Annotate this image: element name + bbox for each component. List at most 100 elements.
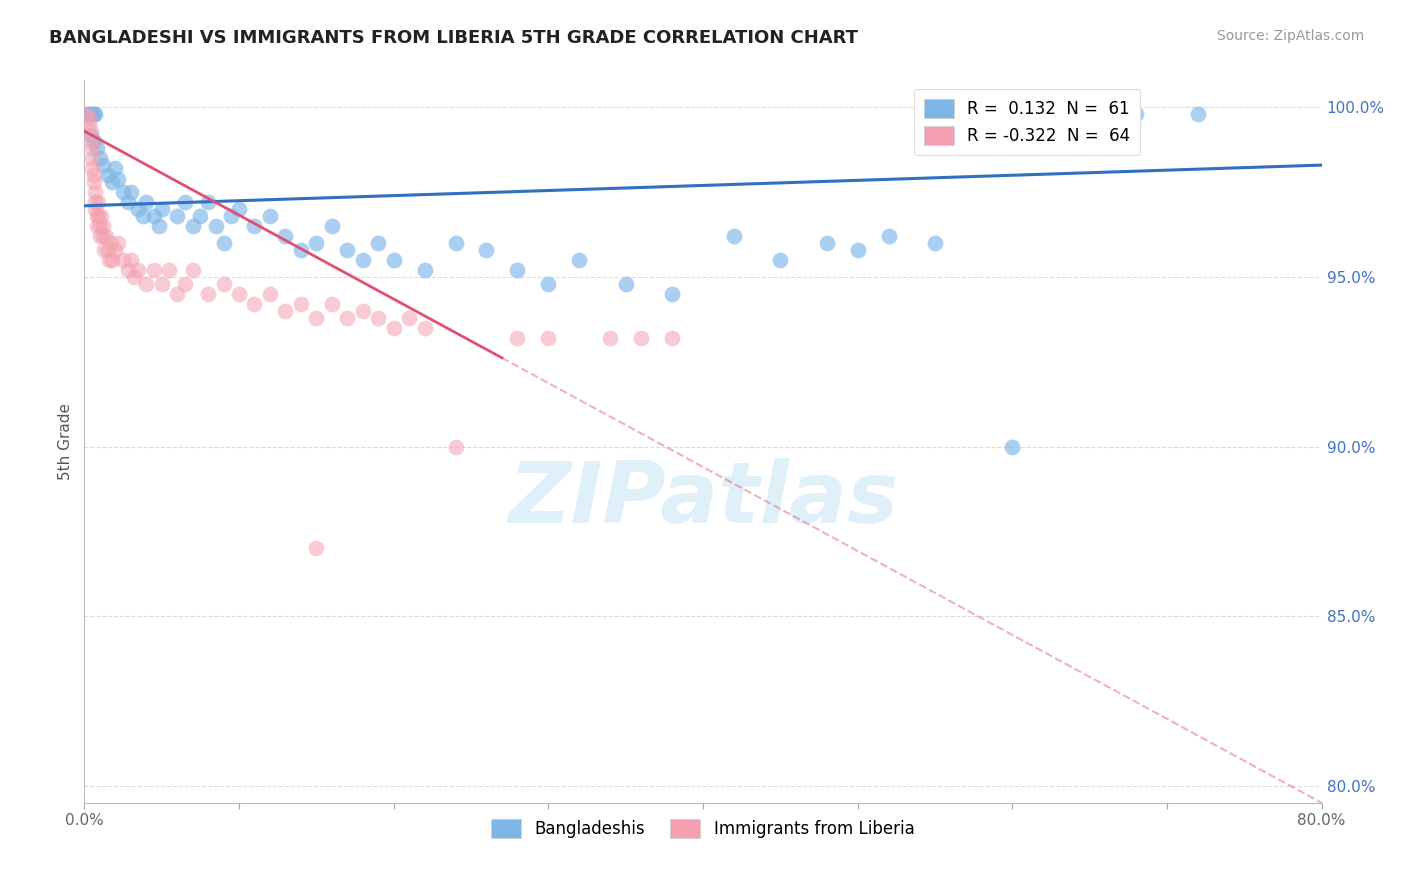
- Point: [101, 175, 124, 189]
- Point: [475, 243, 498, 257]
- Point: [305, 310, 328, 325]
- Point: [82, 107, 104, 121]
- Point: [290, 243, 312, 257]
- Point: [89, 229, 111, 244]
- Point: [367, 236, 389, 251]
- Point: [77, 111, 100, 125]
- Point: [212, 236, 235, 251]
- Point: [112, 185, 135, 199]
- Point: [274, 304, 297, 318]
- Point: [290, 297, 312, 311]
- Point: [321, 297, 343, 311]
- Text: BANGLADESHI VS IMMIGRANTS FROM LIBERIA 5TH GRADE CORRELATION CHART: BANGLADESHI VS IMMIGRANTS FROM LIBERIA 5…: [49, 29, 858, 46]
- Point: [568, 253, 591, 268]
- Legend: Bangladeshis, Immigrants from Liberia: Bangladeshis, Immigrants from Liberia: [485, 813, 921, 845]
- Y-axis label: 5th Grade: 5th Grade: [58, 403, 73, 480]
- Point: [630, 331, 652, 345]
- Point: [117, 263, 139, 277]
- Point: [83, 175, 105, 189]
- Point: [197, 195, 219, 210]
- Point: [104, 161, 127, 176]
- Point: [91, 229, 114, 244]
- Point: [83, 134, 105, 148]
- Point: [1187, 107, 1209, 121]
- Point: [352, 253, 374, 268]
- Point: [197, 287, 219, 301]
- Point: [143, 209, 166, 223]
- Point: [228, 287, 250, 301]
- Point: [150, 202, 173, 217]
- Point: [506, 331, 529, 345]
- Point: [1125, 107, 1147, 121]
- Point: [723, 229, 745, 244]
- Point: [243, 219, 266, 234]
- Point: [90, 209, 112, 223]
- Point: [382, 253, 405, 268]
- Point: [77, 107, 100, 121]
- Point: [83, 168, 105, 182]
- Point: [91, 219, 114, 234]
- Text: Source: ZipAtlas.com: Source: ZipAtlas.com: [1216, 29, 1364, 43]
- Point: [1001, 440, 1024, 454]
- Point: [305, 541, 328, 556]
- Point: [599, 331, 621, 345]
- Point: [104, 243, 127, 257]
- Point: [101, 253, 124, 268]
- Point: [537, 331, 560, 345]
- Point: [614, 277, 637, 291]
- Point: [96, 243, 118, 257]
- Point: [205, 219, 228, 234]
- Point: [1063, 107, 1085, 121]
- Point: [769, 253, 792, 268]
- Point: [117, 195, 139, 210]
- Point: [537, 277, 560, 291]
- Point: [89, 219, 111, 234]
- Point: [174, 277, 197, 291]
- Point: [84, 202, 107, 217]
- Point: [336, 243, 359, 257]
- Point: [93, 243, 115, 257]
- Point: [846, 243, 869, 257]
- Point: [127, 263, 149, 277]
- Point: [79, 107, 101, 121]
- Point: [83, 107, 105, 121]
- Point: [79, 134, 101, 148]
- Point: [243, 297, 266, 311]
- Point: [321, 219, 343, 234]
- Point: [159, 263, 180, 277]
- Point: [219, 209, 242, 223]
- Point: [259, 209, 281, 223]
- Point: [87, 195, 110, 210]
- Point: [188, 209, 211, 223]
- Point: [112, 253, 135, 268]
- Point: [305, 236, 328, 251]
- Text: ZIPatlas: ZIPatlas: [508, 458, 898, 541]
- Point: [132, 209, 155, 223]
- Point: [259, 287, 281, 301]
- Point: [79, 128, 101, 142]
- Point: [122, 270, 145, 285]
- Point: [367, 310, 389, 325]
- Point: [135, 277, 157, 291]
- Point: [382, 321, 405, 335]
- Point: [94, 229, 117, 244]
- Point: [76, 107, 98, 121]
- Point: [100, 236, 122, 251]
- Point: [166, 209, 188, 223]
- Point: [181, 219, 204, 234]
- Point: [336, 310, 359, 325]
- Point: [89, 151, 111, 165]
- Point: [352, 304, 374, 318]
- Point: [661, 331, 683, 345]
- Point: [661, 287, 683, 301]
- Point: [79, 124, 101, 138]
- Point: [98, 253, 121, 268]
- Point: [84, 195, 107, 210]
- Point: [143, 263, 166, 277]
- Point: [86, 219, 108, 234]
- Point: [84, 185, 107, 199]
- Point: [444, 236, 467, 251]
- Point: [444, 440, 467, 454]
- Point: [87, 209, 110, 223]
- Point: [924, 236, 946, 251]
